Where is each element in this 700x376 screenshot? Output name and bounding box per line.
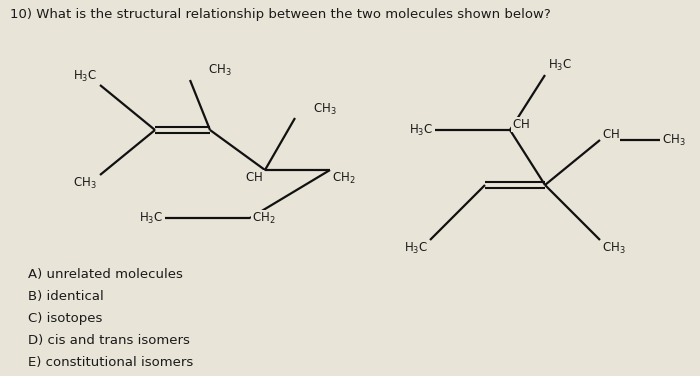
Text: $\mathsf{H_3C}$: $\mathsf{H_3C}$ <box>409 123 433 138</box>
Text: $\mathsf{CH}$: $\mathsf{CH}$ <box>512 118 530 131</box>
Text: $\mathsf{CH_3}$: $\mathsf{CH_3}$ <box>313 102 337 117</box>
Text: $\mathsf{CH_3}$: $\mathsf{CH_3}$ <box>602 241 626 256</box>
Text: $\mathsf{CH_3}$: $\mathsf{CH_3}$ <box>74 176 97 191</box>
Text: 10) What is the structural relationship between the two molecules shown below?: 10) What is the structural relationship … <box>10 8 551 21</box>
Text: C) isotopes: C) isotopes <box>28 312 102 325</box>
Text: $\mathsf{H_3C}$: $\mathsf{H_3C}$ <box>139 211 163 226</box>
Text: $\mathsf{CH}$: $\mathsf{CH}$ <box>245 171 263 184</box>
Text: $\mathsf{CH_2}$: $\mathsf{CH_2}$ <box>332 171 356 186</box>
Text: $\mathsf{H_3C}$: $\mathsf{H_3C}$ <box>73 69 97 84</box>
Text: $\mathsf{CH_2}$: $\mathsf{CH_2}$ <box>252 211 276 226</box>
Text: $\mathsf{H_3C}$: $\mathsf{H_3C}$ <box>404 241 428 256</box>
Text: D) cis and trans isomers: D) cis and trans isomers <box>28 334 190 347</box>
Text: $\mathsf{CH_3}$: $\mathsf{CH_3}$ <box>662 132 686 147</box>
Text: $\mathsf{H_3C}$: $\mathsf{H_3C}$ <box>548 58 572 73</box>
Text: $\mathsf{CH}$: $\mathsf{CH}$ <box>602 128 620 141</box>
Text: $\mathsf{CH_3}$: $\mathsf{CH_3}$ <box>208 63 232 78</box>
Text: A) unrelated molecules: A) unrelated molecules <box>28 268 183 281</box>
Text: B) identical: B) identical <box>28 290 104 303</box>
Text: E) constitutional isomers: E) constitutional isomers <box>28 356 193 369</box>
